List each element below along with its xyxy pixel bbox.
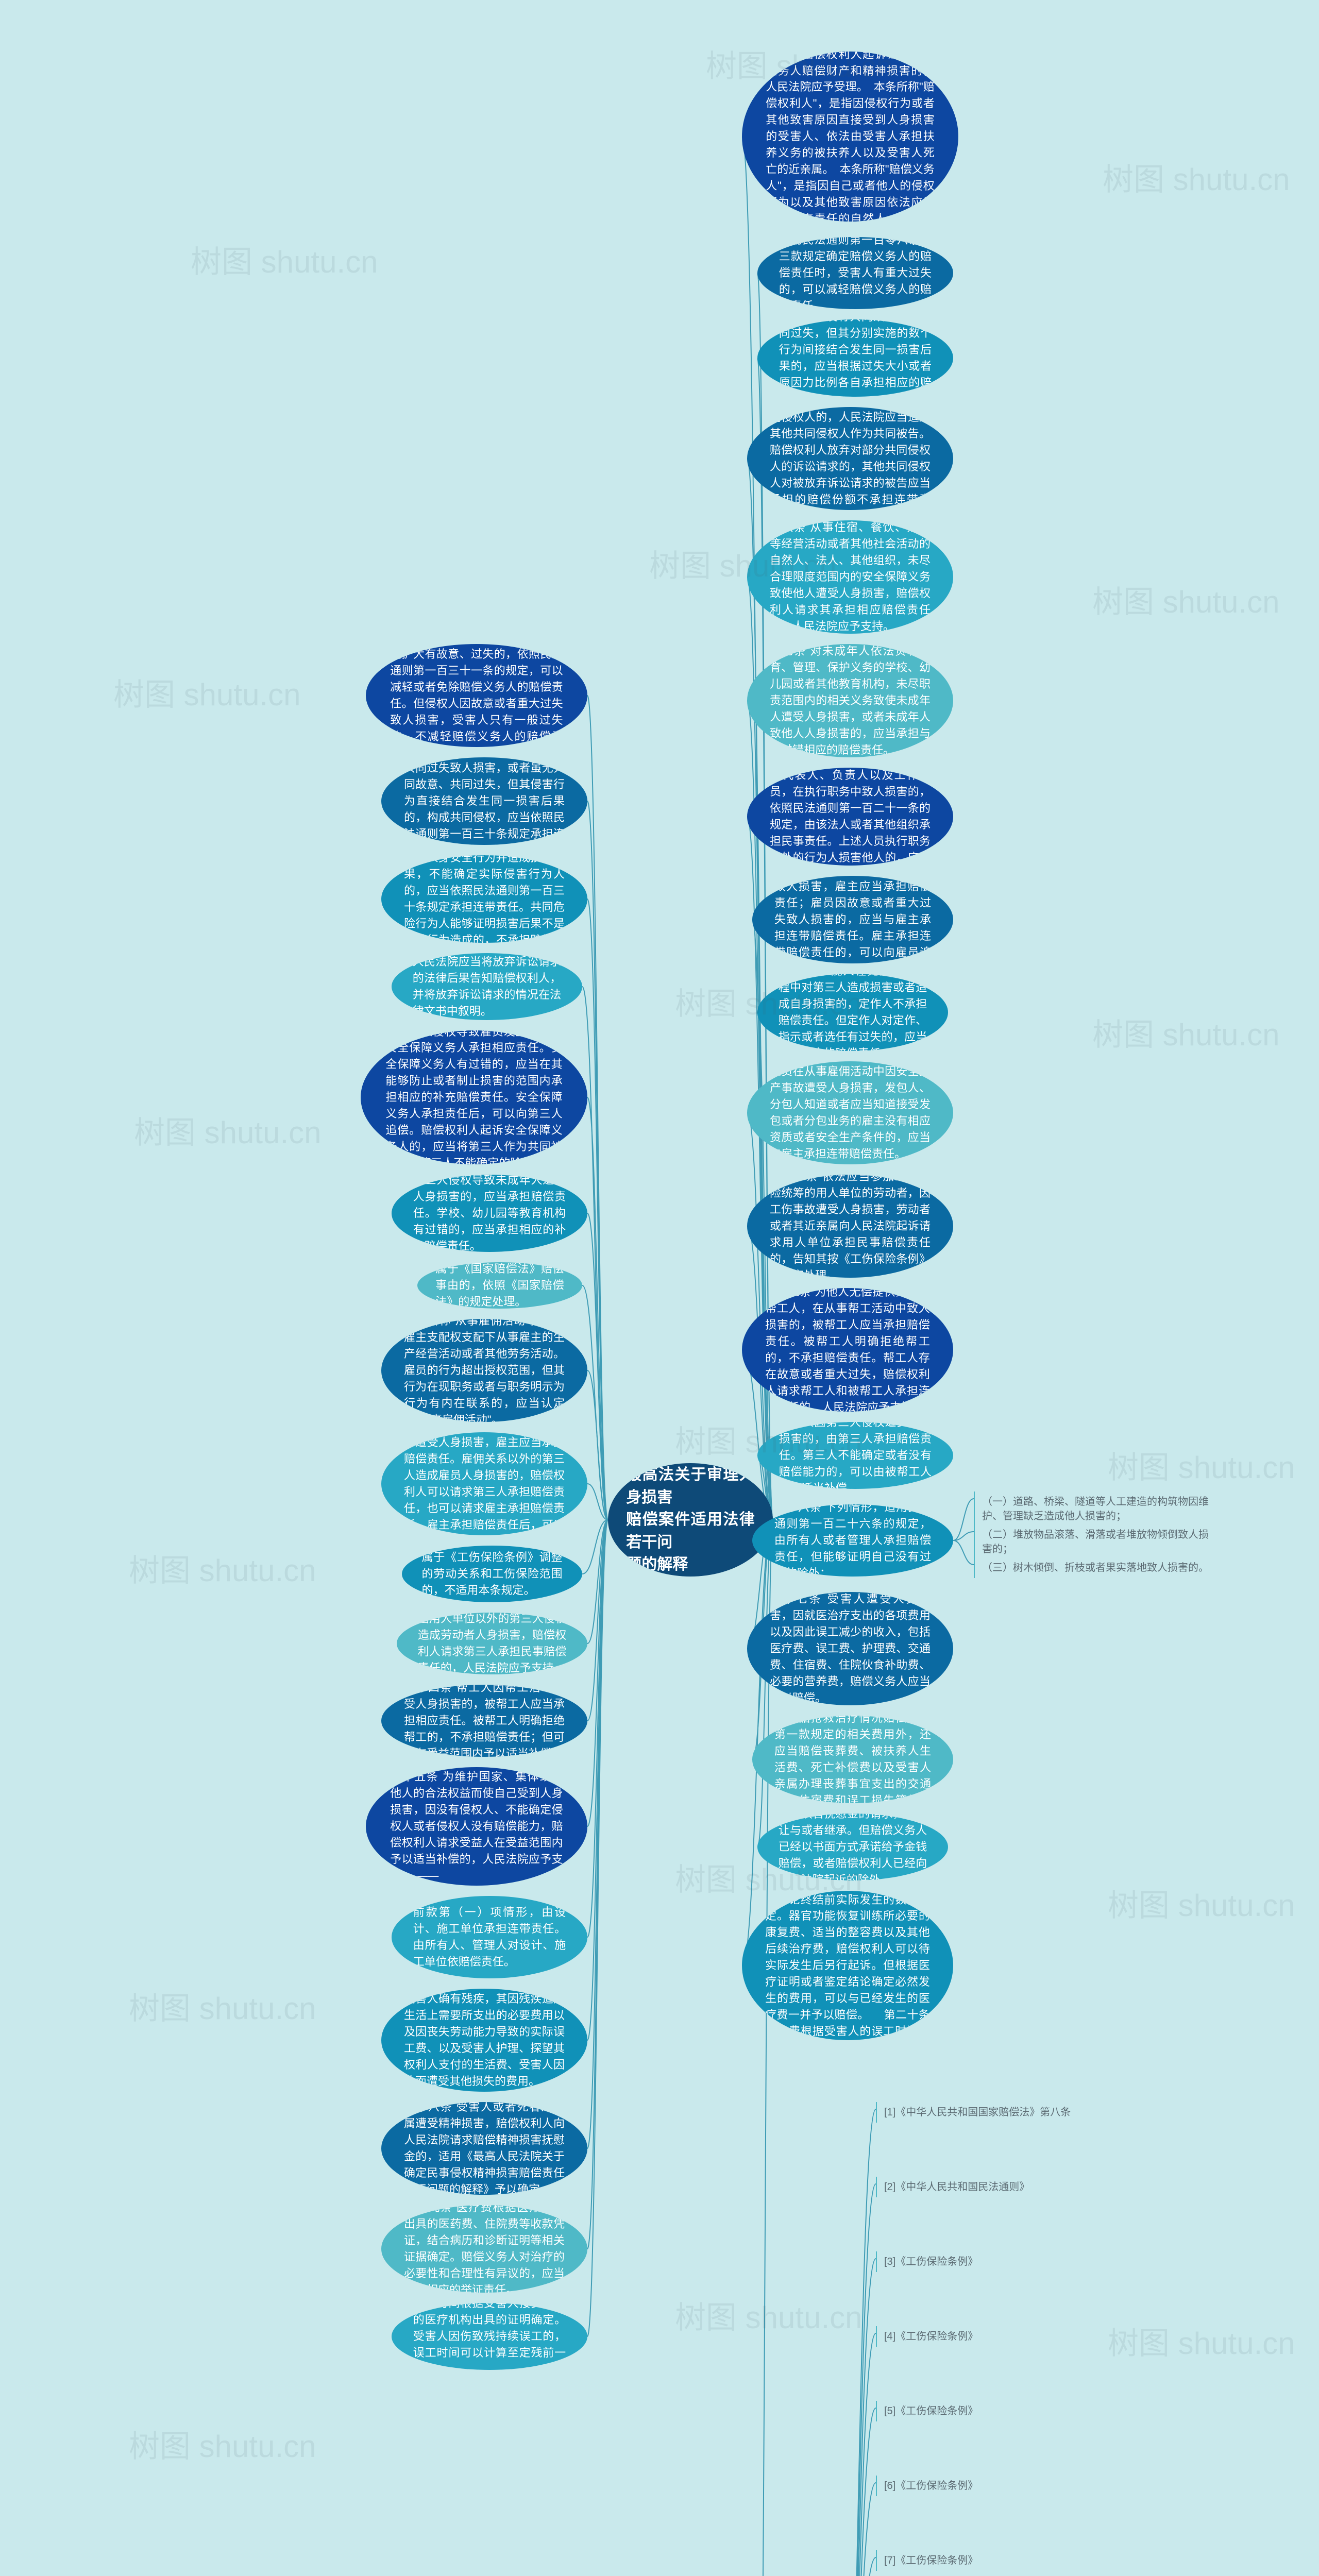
- node-R8: 第九条 雇员在从事雇佣活动中致人损害，雇主应当承担赔偿责任；雇员因故意或者重大过…: [752, 876, 953, 963]
- node-R2: 适用民法通则第一百零六条第三款规定确定赔偿义务人的赔偿责任时，受害人有重大过失的…: [757, 237, 953, 309]
- citation-item: [5]《工伤保险条例》: [876, 2401, 1118, 2421]
- watermark-text: 树图 shutu.cn: [675, 2293, 863, 2337]
- watermark-text: 树图 shutu.cn: [1092, 577, 1280, 622]
- node-text: 第二条 受害人对同一损害的发生或扩大有故意、过失的，依照民法通则第一百三十一条的…: [390, 644, 563, 747]
- node-L8: 前款所称"从事雇佣活动"，是指雇主支配权支配下从事雇主的生产经营活动或者其他劳务…: [381, 1319, 587, 1422]
- node-text: 前款所称"从事雇佣活动"，是指雇主支配权支配下从事雇主的生产经营活动或者其他劳务…: [404, 1319, 565, 1422]
- node-R11: 第十二条 依法应当参加工伤保险统筹的用人单位的劳动者，因工伤事故遭受人身损害，劳…: [747, 1175, 953, 1278]
- node-R1: 第一条 因生命、健康、身体遭受侵害，赔偿权利人起诉请求赔偿义务人赔偿财产和精神损…: [742, 52, 958, 222]
- node-L10: 属于《工伤保险条例》调整的劳动关系和工伤保险范围的，不适用本条规定。: [402, 1546, 582, 1602]
- node-R5: 第六条 从事住宿、餐饮、娱乐等经营活动或者其他社会活动的自然人、法人、其他组织，…: [747, 520, 953, 634]
- node-R9: 第十条 承揽人在完成工作过程中对第三人造成损害或者造成自身损害的，定作人不承担赔…: [757, 974, 948, 1051]
- watermark-text: 树图 shutu.cn: [1092, 1010, 1280, 1055]
- node-text: 受害人死亡，赔偿义务人除应当根据抢救治疗情况赔偿本条第一款规定的相关费用外，还应…: [774, 1716, 931, 1803]
- watermark-text: 树图 shutu.cn: [191, 237, 378, 282]
- node-text: 雇员在从事雇佣活动中因安全生产事故遭受人身损害，发包人、分包人知道或者应当知道接…: [770, 1063, 931, 1162]
- node-text: 第七条 对未成年人依法负有教育、管理、保护义务的学校、幼儿园或者其他教育机构，未…: [770, 644, 931, 757]
- node-text: 帮工人因第三人侵权遭受人身损害的，由第三人承担赔偿责任。第三人不能确定或者没有赔…: [779, 1422, 932, 1489]
- node-text: 第三条 二人以上共同故意或者共同过失致人损害，或者虽无共同故意、共同过失，但其侵…: [404, 757, 565, 845]
- node-text: 第十条 承揽人在完成工作过程中对第三人造成损害或者造成自身损害的，定作人不承担赔…: [779, 974, 927, 1051]
- citation-item: [2]《中华人民共和国民法通则》: [876, 2177, 1118, 2197]
- node-R15: 第十七条 受害人遭受人身损害，因就医治疗支出的各项费用以及因此误工减少的收入，包…: [747, 1592, 953, 1705]
- node-text: 精神损害抚慰金的请求，不得让与或者继承。但赔偿义务人已经以书面方式承诺给予金钱赔…: [779, 1814, 927, 1880]
- node-text: 人民法院应当将放弃诉讼请求的法律后果告知赔偿权利人，并将放弃诉讼请求的情况在法律…: [413, 954, 562, 1020]
- node-text: 二人以上没有共同故意或者共同过失，但其分别实施的数个行为间接结合发生同一损害后果…: [779, 319, 932, 397]
- node-R4: 第五条 赔偿权利人起诉部分共同侵权人的，人民法院应当追加其他共同侵权人作为共同被…: [747, 407, 953, 510]
- node-L15: 受害人确有残疾，其因残疾造成生活上需要所支出的必要费用以及因丧失劳动能力导致的实…: [381, 1989, 587, 2092]
- watermark-text: 树图 shutu.cn: [129, 2421, 316, 2466]
- watermark-text: 树图 shutu.cn: [1108, 1443, 1295, 1487]
- node-text: 第一条 因生命、健康、身体遭受侵害，赔偿权利人起诉请求赔偿义务人赔偿财产和精神损…: [766, 52, 935, 222]
- node-text: 第十四条 帮工人因帮工活动遭受人身损害的，被帮工人应当承担相应责任。被帮工人明确…: [404, 1685, 565, 1757]
- citation-item: [4]《工伤保险条例》: [876, 2326, 1118, 2347]
- node-R10: 雇员在从事雇佣活动中因安全生产事故遭受人身损害，发包人、分包人知道或者应当知道接…: [747, 1061, 953, 1164]
- node-L17: 第十九条 医疗费根据医疗机构出具的医药费、住院费等收款凭证，结合病历和诊断证明等…: [381, 2205, 587, 2293]
- watermark-text: 树图 shutu.cn: [1103, 155, 1290, 199]
- node-L1: 第二条 受害人对同一损害的发生或扩大有故意、过失的，依照民法通则第一百三十一条的…: [366, 644, 587, 747]
- node-L4: 人民法院应当将放弃诉讼请求的法律后果告知赔偿权利人，并将放弃诉讼请求的情况在法律…: [392, 953, 582, 1020]
- node-text: 第十二条 依法应当参加工伤保险统筹的用人单位的劳动者，因工伤事故遭受人身损害，劳…: [770, 1175, 931, 1278]
- watermark-text: 树图 shutu.cn: [1108, 1880, 1295, 1925]
- node-L2: 第三条 二人以上共同故意或者共同过失致人损害，或者虽无共同故意、共同过失，但其侵…: [381, 757, 587, 845]
- node-R3: 二人以上没有共同故意或者共同过失，但其分别实施的数个行为间接结合发生同一损害后果…: [757, 319, 953, 397]
- root-node: 最高法关于审理人身损害 赔偿案件适用法律若干问 题的解释: [608, 1463, 773, 1577]
- sub-item: （二）堆放物品滚落、滑落或者堆放物倾倒致人损害的；: [974, 1524, 1221, 1560]
- node-text: 因用人单位以外的第三人侵权造成劳动者人身损害，赔偿权利人请求第三人承担民事赔偿责…: [418, 1613, 567, 1674]
- node-L13: 第十五条 为维护国家、集体或者他人的合法权益而使自己受到人身损害，因没有侵权人、…: [366, 1767, 587, 1886]
- canvas: 最高法关于审理人身损害 赔偿案件适用法律若干问 题的解释 第二条 受害人对同一损…: [0, 0, 1319, 2576]
- node-R6: 第七条 对未成年人依法负有教育、管理、保护义务的学校、幼儿园或者其他教育机构，未…: [747, 644, 953, 757]
- node-text: 医疗费的赔偿数额，按照一审法庭辩论终结前实际发生的数额确定。器官功能恢复训练所必…: [765, 1891, 930, 2040]
- node-text: 第五条 赔偿权利人起诉部分共同侵权人的，人民法院应当追加其他共同侵权人作为共同被…: [770, 407, 931, 510]
- node-R13: 帮工人因第三人侵权遭受人身损害的，由第三人承担赔偿责任。第三人不能确定或者没有赔…: [757, 1422, 953, 1489]
- node-R18: 医疗费的赔偿数额，按照一审法庭辩论终结前实际发生的数额确定。器官功能恢复训练所必…: [742, 1891, 953, 2040]
- node-text: 第十七条 受害人遭受人身损害，因就医治疗支出的各项费用以及因此误工减少的收入，包…: [770, 1592, 931, 1705]
- node-R7: 第八条 法人或者其他组织的法定代表人、负责人以及工作人员，在执行职务中致人损害的…: [747, 768, 953, 866]
- node-text: 第十五条 为维护国家、集体或者他人的合法权益而使自己受到人身损害，因没有侵权人、…: [390, 1769, 563, 1884]
- connector-lines: [0, 0, 1319, 2576]
- node-L7: 属于《国家赔偿法》赔偿事由的，依照《国家赔偿法》的规定处理。: [417, 1262, 582, 1309]
- node-L14: 前款第（一）项情形，由设计、施工单位承担连带责任。由所有人、管理人对设计、施工单…: [392, 1896, 587, 1978]
- node-L9: 第十一条 雇员在从事雇佣活动中遭受人身损害，雇主应当承担赔偿责任。雇佣关系以外的…: [381, 1432, 587, 1535]
- node-text: 第三人侵权导致未成年人遭受人身损害的，应当承担赔偿责任。学校、幼儿园等教育机构有…: [413, 1175, 566, 1252]
- citation-item: [1]《中华人民共和国国家赔偿法》第八条: [876, 2102, 1118, 2123]
- node-R17: 精神损害抚慰金的请求，不得让与或者继承。但赔偿义务人已经以书面方式承诺给予金钱赔…: [757, 1814, 948, 1880]
- watermark-text: 树图 shutu.cn: [113, 670, 301, 715]
- node-L11: 因用人单位以外的第三人侵权造成劳动者人身损害，赔偿权利人请求第三人承担民事赔偿责…: [397, 1613, 587, 1674]
- node-text: 受害人确有残疾，其因残疾造成生活上需要所支出的必要费用以及因丧失劳动能力导致的实…: [404, 1991, 565, 2089]
- node-L12: 第十四条 帮工人因帮工活动遭受人身损害的，被帮工人应当承担相应责任。被帮工人明确…: [381, 1685, 587, 1757]
- node-L6: 第三人侵权导致未成年人遭受人身损害的，应当承担赔偿责任。学校、幼儿园等教育机构有…: [392, 1175, 587, 1252]
- node-text: 第九条 雇员在从事雇佣活动中致人损害，雇主应当承担赔偿责任；雇员因故意或者重大过…: [774, 876, 931, 963]
- node-text: 适用民法通则第一百零六条第三款规定确定赔偿义务人的赔偿责任时，受害人有重大过失的…: [779, 237, 932, 309]
- node-text: 第十六条 下列情形，适用民法通则第一百二十六条的规定，由所有人或者管理人承担赔偿…: [774, 1504, 931, 1577]
- node-L5: 因雇主人侵权导致雇员发生的，由安全保障义务人承担相应责任。安全保障义务人有过错的…: [361, 1030, 587, 1164]
- node-text: 因雇主人侵权导致雇员发生的，由安全保障义务人承担相应责任。安全保障义务人有过错的…: [385, 1030, 562, 1164]
- node-L3: 第四条 二人以上共同实施危及他人人身安全行为并造成损害后果，不能确定实际侵害行为…: [381, 855, 587, 943]
- root-label: 最高法关于审理人身损害 赔偿案件适用法律若干问 题的解释: [626, 1464, 755, 1576]
- node-text: 第六条 从事住宿、餐饮、娱乐等经营活动或者其他社会活动的自然人、法人、其他组织，…: [770, 520, 931, 634]
- node-text: 前款第（一）项情形，由设计、施工单位承担连带责任。由所有人、管理人对设计、施工单…: [413, 1904, 566, 1970]
- watermark-text: 树图 shutu.cn: [134, 1108, 322, 1153]
- node-R12: 第十三条 为他人无偿提供劳务的帮工人，在从事帮工活动中致人损害的，被帮工人应当承…: [742, 1288, 953, 1412]
- citation-item: [3]《工伤保险条例》: [876, 2251, 1118, 2272]
- sub-item: （三）树木倾倒、折枝或者果实落地致人损害的。: [974, 1557, 1221, 1578]
- watermark-text: 树图 shutu.cn: [1108, 2318, 1295, 2363]
- node-text: 第十一条 雇员在从事雇佣活动中遭受人身损害，雇主应当承担赔偿责任。雇佣关系以外的…: [404, 1432, 565, 1535]
- node-text: 属于《工伤保险条例》调整的劳动关系和工伤保险范围的，不适用本条规定。: [422, 1549, 563, 1599]
- citation-item: [6]《工伤保险条例》: [876, 2476, 1118, 2496]
- node-L18: 误工时间根据受害人接受治疗的医疗机构出具的证明确定。受害人因伤致残持续误工的，误…: [392, 2303, 587, 2370]
- citation-item: [7]《工伤保险条例》: [876, 2550, 1118, 2571]
- watermark-text: 树图 shutu.cn: [129, 1984, 316, 2028]
- node-R14: 第十六条 下列情形，适用民法通则第一百二十六条的规定，由所有人或者管理人承担赔偿…: [752, 1504, 953, 1577]
- node-text: 第十九条 医疗费根据医疗机构出具的医药费、住院费等收款凭证，结合病历和诊断证明等…: [404, 2205, 565, 2293]
- node-R16: 受害人死亡，赔偿义务人除应当根据抢救治疗情况赔偿本条第一款规定的相关费用外，还应…: [752, 1716, 953, 1803]
- node-text: 属于《国家赔偿法》赔偿事由的，依照《国家赔偿法》的规定处理。: [435, 1262, 564, 1309]
- node-text: 第四条 二人以上共同实施危及他人人身安全行为并造成损害后果，不能确定实际侵害行为…: [404, 855, 565, 943]
- node-L16: 第十八条 受害人或者死者近亲属遭受精神损害，赔偿权利人向人民法院请求赔偿精神损害…: [381, 2102, 587, 2195]
- node-text: 误工时间根据受害人接受治疗的医疗机构出具的证明确定。受害人因伤致残持续误工的，误…: [413, 2303, 566, 2370]
- node-text: 第十三条 为他人无偿提供劳务的帮工人，在从事帮工活动中致人损害的，被帮工人应当承…: [765, 1288, 930, 1412]
- watermark-text: 树图 shutu.cn: [129, 1546, 316, 1590]
- node-text: 第十八条 受害人或者死者近亲属遭受精神损害，赔偿权利人向人民法院请求赔偿精神损害…: [404, 2102, 565, 2195]
- sub-item: （一）道路、桥梁、隧道等人工建造的构筑物因维护、管理缺乏造成他人损害的；: [974, 1492, 1221, 1527]
- node-text: 第八条 法人或者其他组织的法定代表人、负责人以及工作人员，在执行职务中致人损害的…: [770, 768, 931, 866]
